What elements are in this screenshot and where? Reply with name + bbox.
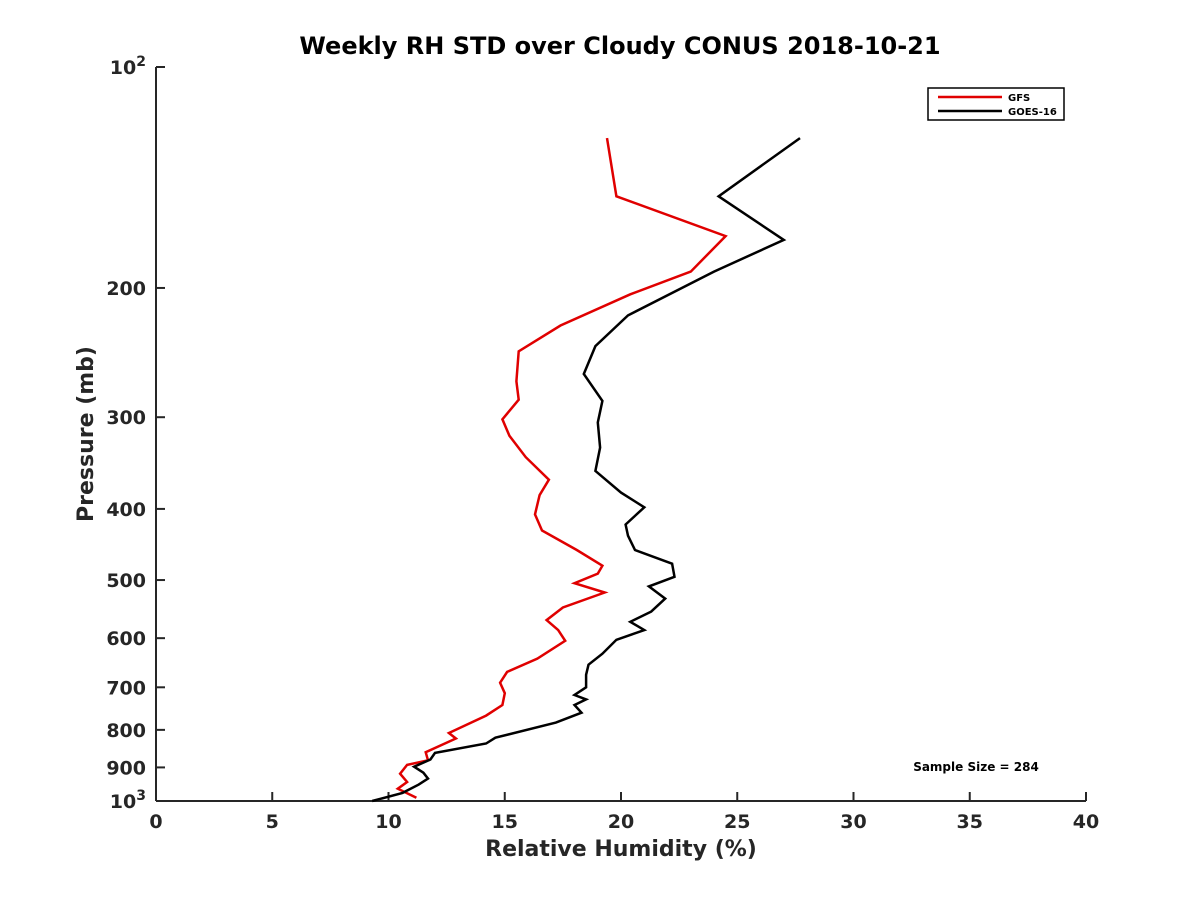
y-axis-label: Pressure (mb) [74,346,99,522]
x-tick-label: 10 [375,811,401,833]
x-tick-label: 0 [149,811,162,833]
y-tick-label: 102 [110,54,146,79]
x-tick-label: 15 [492,811,518,833]
y-tick-label: 900 [106,757,146,779]
y-tick-label: 103 [110,788,146,813]
series-line-goes16 [371,137,801,803]
legend: GFS GOES-16 [927,87,1065,121]
x-tick-label: 5 [266,811,279,833]
plot-area: 102 200 300 400 500 600 700 800 900 103 0 5 10 15 20 2… [106,54,1099,833]
series-line-gfs [395,137,728,799]
x-tick-label: 25 [724,811,750,833]
y-tick-label: 600 [106,628,146,650]
series-layer [371,137,801,803]
x-tick-label: 20 [608,811,634,833]
legend-label-gfs: GFS [1008,93,1030,104]
x-axis-label: Relative Humidity (%) [485,837,757,862]
x-tick-label: 30 [840,811,866,833]
x-tick-label: 35 [957,811,983,833]
y-tick-label: 800 [106,720,146,742]
y-tick-label: 200 [106,278,146,300]
y-tick-label: 300 [106,407,146,429]
y-tick-label: 400 [106,499,146,521]
x-axis-ticks: 0 5 10 15 20 25 30 35 40 [149,792,1099,833]
sample-size-annotation: Sample Size = 284 [913,760,1039,774]
legend-label-goes16: GOES-16 [1008,107,1057,118]
chart-title: Weekly RH STD over Cloudy CONUS 2018-10-… [299,32,940,60]
x-tick-label: 40 [1073,811,1099,833]
y-tick-label: 700 [106,677,146,699]
legend-box [927,87,1065,121]
y-tick-label: 500 [106,570,146,592]
y-axis-ticks: 102 200 300 400 500 600 700 800 900 103 [106,54,165,813]
